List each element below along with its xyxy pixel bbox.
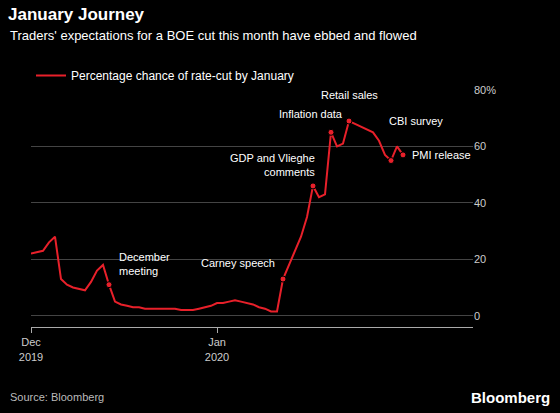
svg-text:20: 20 [474,253,486,265]
svg-text:Carney speech: Carney speech [201,257,275,269]
svg-text:Retail sales: Retail sales [321,89,378,101]
svg-text:80%: 80% [474,84,496,96]
svg-text:CBI survey: CBI survey [389,115,443,127]
svg-text:0: 0 [474,310,480,322]
svg-text:Bloomberg: Bloomberg [471,389,550,406]
svg-text:Source: Bloomberg: Source: Bloomberg [10,391,104,403]
svg-text:GDP and Vlieghecomments: GDP and Vlieghecomments [230,152,315,178]
svg-text:Dec2019: Dec2019 [19,336,43,362]
svg-text:Inflation data: Inflation data [279,108,343,120]
svg-text:PMI release: PMI release [412,149,471,161]
svg-text:Percentage chance of rate-cut: Percentage chance of rate-cut by January [71,69,294,83]
svg-text:Jan2020: Jan2020 [205,336,229,362]
svg-text:January Journey: January Journey [8,5,145,24]
svg-text:Traders' expectations for a BO: Traders' expectations for a BOE cut this… [10,28,417,43]
svg-text:Decembermeeting: Decembermeeting [119,251,170,277]
svg-text:40: 40 [474,197,486,209]
svg-text:60: 60 [474,140,486,152]
